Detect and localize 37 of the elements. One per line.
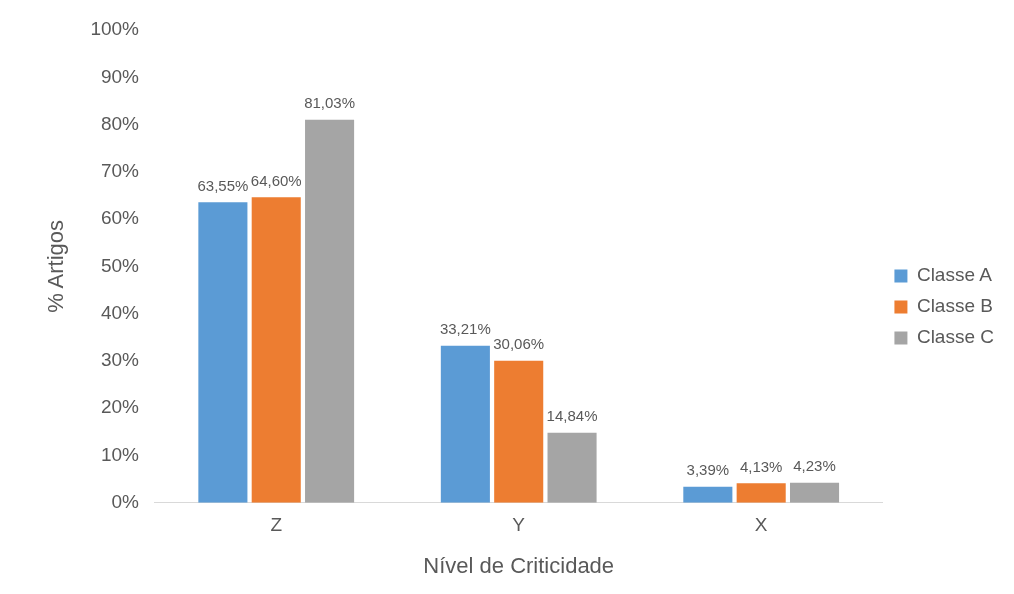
- bar: [494, 360, 544, 503]
- y-tick-label: 30%: [100, 349, 140, 371]
- x-tick-label: Y: [512, 514, 526, 536]
- x-tick-label: Z: [270, 514, 283, 536]
- bar: [547, 432, 597, 503]
- y-tick-label: 10%: [100, 443, 140, 465]
- legend-label: Classe B: [916, 295, 993, 317]
- legend-label: Classe C: [916, 326, 994, 348]
- y-tick-label: 0%: [111, 491, 140, 513]
- bar: [198, 202, 248, 503]
- data-label: 14,84%: [546, 407, 598, 425]
- y-tick-label: 100%: [90, 18, 140, 40]
- bar: [251, 197, 301, 503]
- y-tick-label: 50%: [100, 254, 140, 276]
- data-label: 4,13%: [739, 457, 783, 475]
- y-tick-label: 60%: [100, 207, 140, 229]
- bar: [736, 483, 786, 503]
- data-label: 3,39%: [686, 461, 730, 479]
- y-tick-label: 20%: [100, 396, 140, 418]
- data-label: 30,06%: [493, 335, 545, 353]
- y-tick-label: 40%: [100, 301, 140, 323]
- data-label: 64,60%: [250, 172, 302, 190]
- y-axis-title: % Artigos: [43, 219, 69, 313]
- x-tick-label: X: [754, 514, 768, 536]
- y-tick-label: 90%: [100, 65, 140, 87]
- bar: [789, 482, 840, 503]
- y-tick-label: 70%: [100, 160, 140, 182]
- data-label: 4,23%: [793, 457, 836, 475]
- y-tick-label: 80%: [100, 112, 140, 134]
- data-label: 33,21%: [439, 320, 491, 338]
- data-label: 81,03%: [304, 94, 356, 112]
- bar: [305, 119, 355, 503]
- bar: [683, 486, 733, 503]
- bar: [440, 345, 490, 503]
- legend-label: Classe A: [916, 264, 993, 286]
- data-label: 63,55%: [197, 176, 249, 194]
- x-axis-title: Nível de Criticidade: [423, 552, 615, 578]
